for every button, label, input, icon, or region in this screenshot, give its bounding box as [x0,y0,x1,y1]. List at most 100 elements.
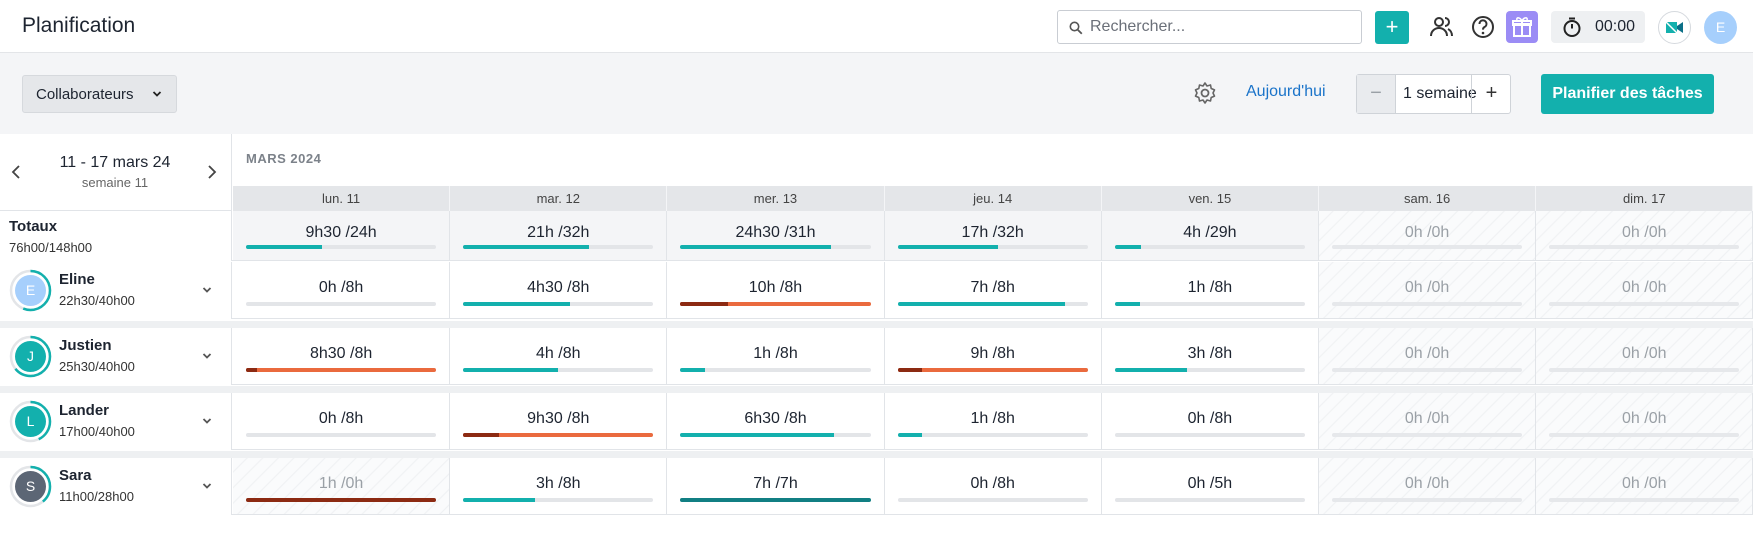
avatar: E [15,275,46,306]
day-cell[interactable]: 0h /5h [1102,458,1319,514]
day-cell[interactable]: 24h30 /31h [667,211,885,260]
day-cell[interactable]: 0h /0h [1319,393,1537,449]
progress-bar [246,498,437,502]
day-cell[interactable]: 3h /8h [450,458,668,514]
day-cell[interactable]: 21h /32h [450,211,668,260]
progress-fill [897,433,923,437]
day-cell[interactable]: 9h /8h [885,328,1102,384]
timer-button[interactable]: 00:00 [1551,11,1645,43]
period-decrease-button[interactable]: − [1357,75,1396,113]
add-button[interactable]: + [1375,11,1409,44]
help-icon[interactable] [1469,13,1497,41]
progress-fill [1114,302,1140,306]
team-icon[interactable] [1427,13,1455,41]
hours-value: 10h /8h [748,279,803,296]
day-cell[interactable]: 4h30 /8h [450,262,668,318]
collaborator-label[interactable]: L Lander 17h00/40h00 [0,393,232,450]
day-cell[interactable]: 3h /8h [1102,328,1319,384]
progress-fill [680,245,831,249]
day-cell[interactable]: 4h /29h [1101,211,1319,260]
progress-bar [463,433,654,437]
day-cell[interactable]: 0h /0h [1319,328,1537,384]
day-cell[interactable]: 0h /8h [233,262,451,318]
day-cell[interactable]: 1h /8h [667,328,885,384]
day-cell[interactable]: 1h /8h [1102,262,1319,318]
progress-fill [1114,368,1188,372]
day-cell[interactable]: 7h /8h [885,262,1102,318]
day-cell[interactable]: 0h /0h [1536,458,1753,514]
today-link[interactable]: Aujourd'hui [1246,83,1326,100]
week-navigator: 11 - 17 mars 24 semaine 11 [0,134,232,211]
day-header: jeu. 14 [884,186,1102,211]
progress-bar [680,433,871,437]
video-meeting-button[interactable] [1658,11,1691,44]
day-cell[interactable]: 0h /0h [1536,393,1753,449]
day-header: mar. 12 [450,186,668,211]
collaborator-label[interactable]: E Eline 22h30/40h00 [0,262,232,319]
gift-button[interactable] [1506,11,1538,43]
day-cell[interactable]: 1h /8h [885,393,1102,449]
day-header: lun. 11 [233,186,451,211]
collaborator-label[interactable]: S Sara 11h00/28h00 [0,458,232,515]
progress-fill-over [463,433,654,437]
progress-fill [246,498,437,502]
progress-bar [463,245,654,249]
avatar-ring: S [9,465,52,508]
day-cell[interactable]: 0h /0h [1319,211,1537,260]
chevron-down-icon[interactable] [201,350,213,362]
day-cell[interactable]: 7h /7h [667,458,885,514]
timer-value: 00:00 [1595,18,1636,35]
search-box[interactable] [1057,10,1362,44]
progress-fill-over [246,368,437,372]
progress-bar [463,498,654,502]
day-header: sam. 16 [1319,186,1537,211]
hours-value: 0h /8h [318,410,364,427]
day-cell[interactable]: 8h30 /8h [233,328,451,384]
progress-bar [1114,302,1305,306]
planning-grid: 11 - 17 mars 24 semaine 11 MARS 2024 lun… [0,134,1753,539]
chevron-down-icon[interactable] [201,480,213,492]
plan-tasks-button[interactable]: Planifier des tâches [1541,74,1714,114]
day-cell[interactable]: 6h30 /8h [667,393,885,449]
chevron-down-icon[interactable] [201,284,213,296]
collaborator-label[interactable]: J Justien 25h30/40h00 [0,328,232,385]
progress-bar [680,245,871,249]
avatar: S [15,471,46,502]
day-cell[interactable]: 0h /0h [1536,262,1753,318]
progress-fill-excess [897,368,923,372]
hours-value: 0h /0h [1622,345,1667,362]
day-cell[interactable]: 9h30 /24h [233,211,451,260]
day-cell[interactable]: 1h /0h [233,458,451,514]
search-input[interactable] [1090,11,1355,43]
gear-icon[interactable] [1192,80,1218,106]
day-cell[interactable]: 9h30 /8h [450,393,668,449]
hours-value: 24h30 /31h [735,224,816,241]
day-cell[interactable]: 4h /8h [450,328,668,384]
progress-bar [897,245,1088,249]
day-cell[interactable]: 0h /0h [1319,458,1537,514]
day-cell[interactable]: 17h /32h [884,211,1102,260]
hours-value: 4h /29h [1183,224,1237,241]
user-avatar[interactable]: E [1704,11,1737,44]
day-cell[interactable]: 0h /0h [1536,328,1753,384]
hours-value: 1h /8h [1187,279,1233,296]
chevron-right-icon[interactable] [205,164,219,180]
search-icon [1069,21,1083,35]
day-cell[interactable]: 0h /8h [885,458,1102,514]
day-cell[interactable]: 10h /8h [667,262,885,318]
progress-bar [1332,368,1523,372]
hours-value: 8h30 /8h [309,345,373,362]
day-cell[interactable]: 0h /0h [1536,211,1753,260]
chevron-down-icon[interactable] [201,415,213,427]
progress-fill [897,302,1065,306]
progress-bar [897,368,1088,372]
hours-value: 0h /0h [1622,475,1667,492]
day-cell[interactable]: 0h /8h [233,393,451,449]
hours-value: 0h /8h [318,279,364,296]
period-value: 1 semaine [1403,85,1477,102]
chevron-left-icon[interactable] [9,164,23,180]
collaborators-dropdown[interactable]: Collaborateurs [22,75,177,113]
day-cell[interactable]: 0h /8h [1102,393,1319,449]
day-cell[interactable]: 0h /0h [1319,262,1537,318]
period-increase-button[interactable]: + [1471,75,1511,113]
